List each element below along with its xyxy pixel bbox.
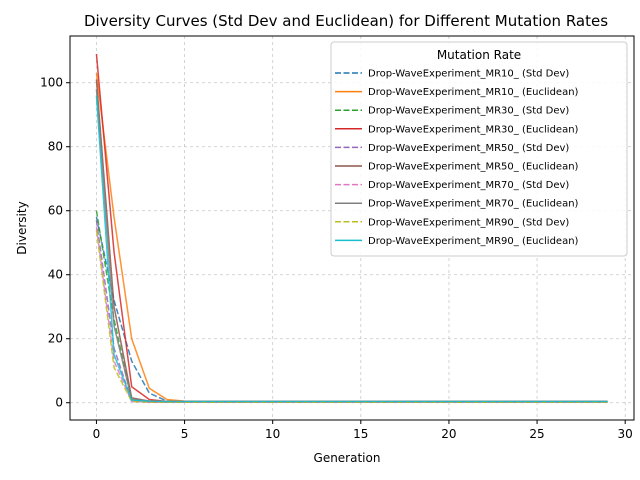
- x-axis-label: Generation: [314, 451, 381, 465]
- legend-entry-label: Drop-WaveExperiment_MR70_ (Euclidean): [368, 199, 579, 210]
- y-tick-label: 100: [40, 76, 63, 90]
- y-tick-label: 40: [48, 268, 63, 282]
- axis-ticks: 0 5 10 15 20 25 30 0 20 40 60 80 100: [40, 76, 633, 441]
- y-axis-label: Diversity: [15, 201, 29, 254]
- legend-title: Mutation Rate: [437, 48, 521, 62]
- legend-box: [330, 41, 628, 257]
- legend-entry-label: Drop-WaveExperiment_MR10_ (Std Dev): [368, 69, 569, 80]
- y-tick-label: 60: [48, 204, 63, 218]
- legend-entry-label: Drop-WaveExperiment_MR90_ (Std Dev): [368, 217, 569, 228]
- legend: Mutation Rate Drop-WaveExperiment_MR10_ …: [330, 41, 628, 257]
- y-tick-label: 80: [48, 140, 63, 154]
- x-tick-label: 30: [618, 427, 633, 441]
- legend-entry-label: Drop-WaveExperiment_MR30_ (Std Dev): [368, 106, 569, 117]
- legend-entry-label: Drop-WaveExperiment_MR50_ (Euclidean): [368, 162, 579, 173]
- series-lines: [95, 53, 608, 403]
- series-line: [95, 229, 608, 403]
- x-tick-label: 20: [441, 427, 456, 441]
- chart-title: Diversity Curves (Std Dev and Euclidean)…: [84, 12, 608, 30]
- y-tick-label: 0: [55, 396, 63, 410]
- x-tick-label: 25: [529, 427, 544, 441]
- legend-entry-label: Drop-WaveExperiment_MR50_ (Std Dev): [368, 143, 569, 154]
- series-line: [95, 95, 608, 403]
- x-tick-label: 15: [353, 427, 368, 441]
- x-tick-label: 0: [93, 427, 101, 441]
- legend-entry-label: Drop-WaveExperiment_MR10_ (Euclidean): [368, 87, 579, 98]
- legend-entry-label: Drop-WaveExperiment_MR70_ (Std Dev): [368, 180, 569, 191]
- y-tick-label: 20: [48, 332, 63, 346]
- x-tick-label: 5: [181, 427, 189, 441]
- legend-entry-label: Drop-WaveExperiment_MR30_ (Euclidean): [368, 124, 579, 135]
- legend-entry-label: Drop-WaveExperiment_MR90_ (Euclidean): [368, 236, 579, 247]
- plot-frame: [69, 35, 635, 421]
- x-tick-label: 10: [265, 427, 280, 441]
